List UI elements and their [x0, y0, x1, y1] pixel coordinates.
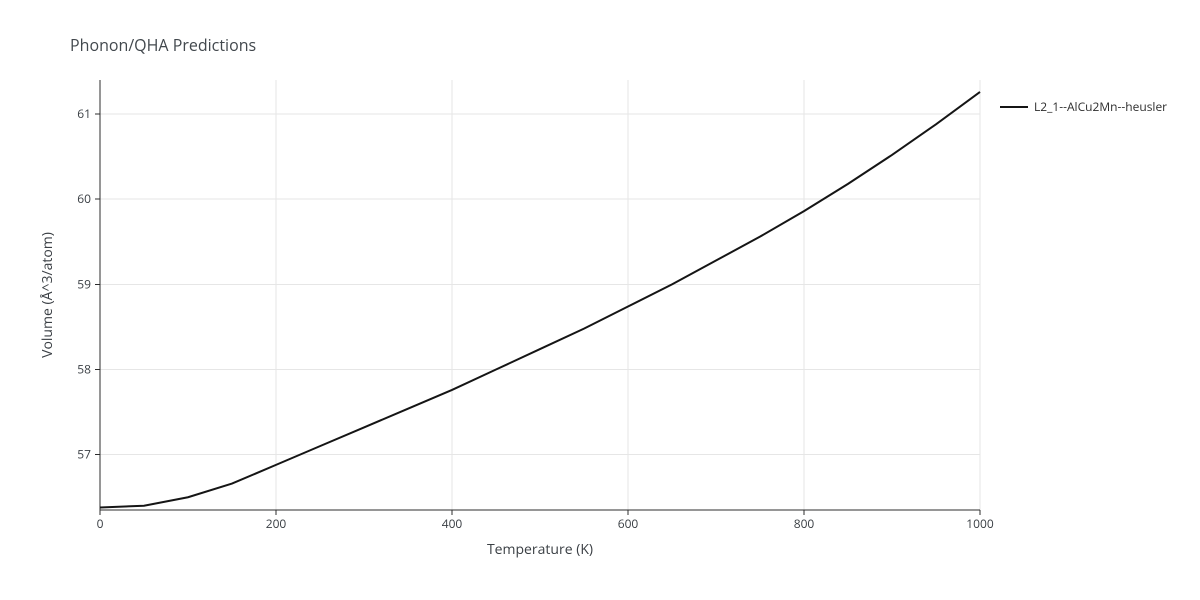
- legend: L2_1--AlCu2Mn--heusler: [1000, 98, 1167, 115]
- svg-text:60: 60: [77, 190, 91, 207]
- svg-text:61: 61: [77, 105, 91, 122]
- svg-text:400: 400: [442, 515, 463, 532]
- chart-title: Phonon/QHA Predictions: [70, 34, 256, 56]
- svg-text:58: 58: [77, 361, 91, 378]
- chart-container: Phonon/QHA Predictions 0 200 400 600 800 1000…: [0, 0, 1200, 600]
- svg-text:Volume (Å^3/atom): Volume (Å^3/atom): [38, 232, 57, 358]
- legend-swatch: [1000, 106, 1028, 108]
- svg-text:0: 0: [97, 515, 104, 532]
- svg-text:600: 600: [618, 515, 639, 532]
- svg-text:59: 59: [77, 275, 91, 292]
- svg-text:200: 200: [266, 515, 287, 532]
- svg-text:57: 57: [77, 446, 91, 463]
- svg-text:Temperature (K): Temperature (K): [487, 540, 593, 559]
- chart-svg: 0 200 400 600 800 1000 57 58 59 60 61 Temperature (…: [0, 0, 1200, 600]
- legend-label: L2_1--AlCu2Mn--heusler: [1034, 98, 1167, 115]
- svg-text:1000: 1000: [966, 515, 994, 532]
- svg-text:800: 800: [794, 515, 815, 532]
